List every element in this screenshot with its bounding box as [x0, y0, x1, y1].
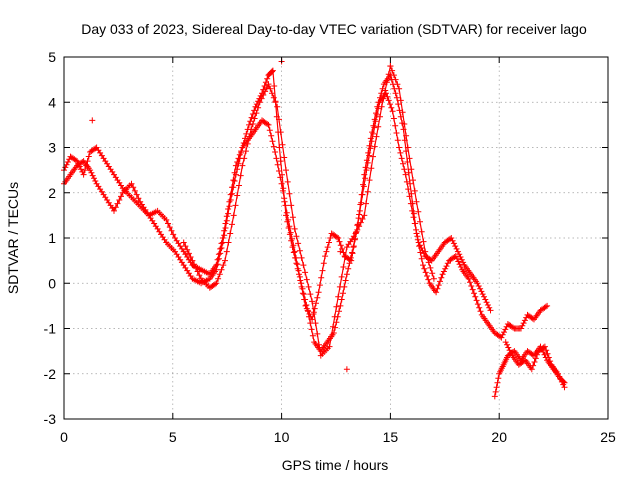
x-axis-label: GPS time / hours	[282, 457, 389, 473]
data-point	[89, 117, 96, 124]
y-tick-label: 5	[48, 49, 56, 65]
x-tick-label: 20	[491, 429, 507, 445]
y-tick-label: -2	[44, 366, 57, 382]
y-tick-label: 1	[48, 230, 56, 246]
grid	[64, 57, 608, 419]
data-point	[337, 248, 344, 255]
chart-title: Day 033 of 2023, Sidereal Day-to-day VTE…	[81, 21, 587, 37]
x-tick-label: 25	[600, 429, 616, 445]
y-tick-label: -1	[44, 321, 57, 337]
y-tick-label: -3	[44, 411, 57, 427]
data-point	[387, 63, 394, 70]
y-tick-label: 0	[48, 275, 56, 291]
y-tick-label: 2	[48, 185, 56, 201]
y-tick-label: 3	[48, 140, 56, 156]
data-point	[343, 366, 350, 373]
series-spikes	[89, 58, 394, 373]
x-tick-label: 0	[60, 429, 68, 445]
data-points-track-2	[61, 90, 494, 355]
ticks: 0 5 10 15 20 25 -3 -2 -1 0 1 2 3 4 5	[44, 49, 616, 445]
x-tick-label: 10	[274, 429, 290, 445]
x-tick-label: 15	[383, 429, 399, 445]
series-track-3	[180, 63, 437, 359]
y-tick-label: 4	[48, 94, 56, 110]
data-points-track-3	[180, 63, 437, 359]
series-track-5	[502, 339, 568, 391]
series-layer	[61, 58, 568, 400]
x-tick-label: 5	[169, 429, 177, 445]
series-track-2	[61, 90, 494, 355]
series-line-track-5	[505, 341, 566, 388]
data-points-track-5	[502, 339, 568, 391]
y-axis-label: SDTVAR / TECUs	[5, 182, 21, 294]
